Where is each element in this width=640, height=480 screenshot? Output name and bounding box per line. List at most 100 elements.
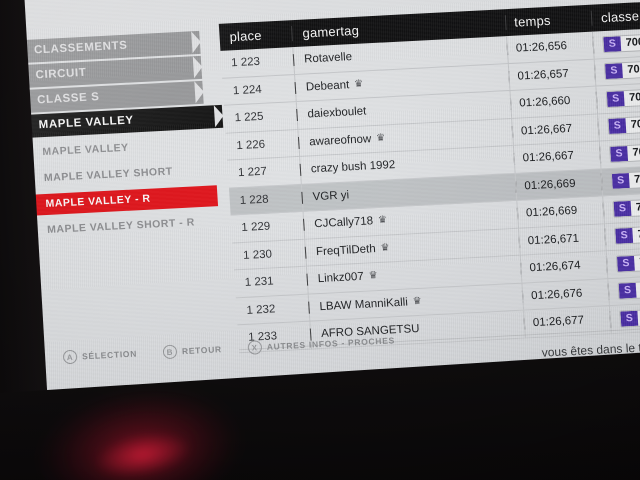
crown-icon: ♛ (375, 132, 386, 144)
top-percent-note: vous êtes dans le top 1 % (541, 336, 640, 362)
cell-gamertag: crazy bush 1992 (299, 153, 515, 177)
cell-place: 1 229 (241, 220, 271, 235)
cell-temps: 01:26,674 (520, 258, 607, 275)
badge-letter: S (613, 200, 632, 217)
gamertag-label: awareofnow (308, 132, 372, 149)
sidebar-item-maple-valley-short[interactable]: MAPLE VALLEY SHORT (29, 159, 216, 190)
breadcrumb-label: CLASSE S (36, 91, 100, 107)
cell-gamertag: CJCally718 ♛ (303, 208, 518, 232)
cell-temps: 01:26,671 (518, 231, 606, 248)
badge-value: 700 (625, 35, 640, 49)
crown-icon: ♛ (380, 242, 390, 254)
badge-value: 700 (630, 118, 640, 132)
screen-surface: CLASSEMENTS CIRCUIT CLASSE S MAPLE VALLE… (0, 0, 640, 424)
cell-temps: 01:26,669 (516, 203, 604, 221)
cell-temps: 01:26,669 (515, 176, 602, 193)
badge-letter: S (605, 63, 623, 80)
badge-letter: S (606, 90, 625, 107)
badge-value: 700 (633, 173, 640, 186)
top-percent-text: vous êtes dans le top (541, 339, 640, 360)
badge-letter: S (608, 118, 627, 135)
gamertag-label: VGR yi (312, 189, 350, 204)
cell-temps: 01:26,660 (509, 93, 597, 111)
hint-back[interactable]: B RETOUR (162, 342, 223, 360)
cell-gamertag: awareofnow ♛ (297, 125, 513, 149)
cell-place: 1 223 (230, 56, 261, 70)
cell-gamertag: Debeant ♛ (294, 70, 509, 94)
column-header-temps: temps (504, 10, 592, 31)
chevron-right-icon (192, 55, 204, 79)
badge-value: 700 (636, 282, 640, 298)
gamertag-label: FreqTilDeth (315, 242, 377, 258)
crown-icon: ♛ (368, 270, 379, 282)
sidebar-item-maple-valley-r[interactable]: MAPLE VALLEY - R (31, 185, 219, 216)
gamertag-label: Linkz007 (317, 271, 365, 286)
sidebar-item-maple-valley[interactable]: MAPLE VALLEY (28, 133, 215, 164)
cell-classe: S 700 (593, 58, 640, 81)
cell-place: 1 230 (242, 248, 273, 262)
column-header-place: place (229, 27, 263, 45)
badge-value: 700 (628, 90, 640, 104)
sidebar-item-label: MAPLE VALLEY (42, 141, 129, 159)
cell-gamertag: VGR yi (301, 180, 516, 204)
gamertag-label: LBAW ManniKalli (319, 296, 409, 313)
table-body: 1 223 Rotavelle 01:26,656 S 700 1 224 Debeant ♛… (220, 26, 640, 353)
badge-letter: S (618, 283, 637, 299)
chevron-right-icon (213, 104, 225, 128)
badge-value: 700 (627, 63, 640, 77)
cell-gamertag: Linkz007 ♛ (306, 262, 521, 286)
cell-place: 1 231 (244, 275, 275, 290)
badge-letter: S (620, 310, 639, 327)
hint-select[interactable]: A SÉLECTION (62, 347, 138, 365)
cell-temps: 01:26,677 (523, 313, 611, 330)
cell-gamertag: LBAW ManniKalli ♛ (308, 290, 523, 314)
game-screen: CLASSEMENTS CIRCUIT CLASSE S MAPLE VALLE… (0, 0, 640, 424)
breadcrumb-label: CLASSEMENTS (33, 39, 128, 57)
gamertag-label: daiexboulet (307, 105, 367, 121)
cell-gamertag: Rotavelle (292, 43, 508, 67)
crown-icon: ♛ (412, 295, 423, 308)
leaderboard-table: place gamertag temps classe 1 223 Rotavel… (218, 0, 640, 353)
crown-icon: ♛ (353, 78, 364, 90)
badge-letter: S (610, 145, 629, 162)
cell-place: 1 227 (237, 165, 268, 180)
chevron-right-icon (191, 30, 202, 54)
sidebar-item-maple-valley-short-r[interactable]: MAPLE VALLEY SHORT - R (33, 211, 220, 242)
cell-place: 1 232 (246, 303, 276, 317)
gamertag-label: Debeant (305, 79, 350, 94)
sidebar-item-label: MAPLE VALLEY SHORT (43, 165, 173, 185)
chevron-right-icon (194, 80, 205, 104)
cell-gamertag: daiexboulet (296, 98, 511, 122)
bezel-red-glow-core (92, 427, 193, 480)
badge-value: 700 (635, 200, 640, 214)
class-badge: S 700 (603, 60, 640, 81)
breadcrumb-label: MAPLE VALLEY (38, 114, 135, 132)
cell-place: 1 226 (235, 138, 266, 152)
cell-temps: 01:26,657 (508, 66, 595, 83)
button-a-icon: A (62, 349, 78, 365)
badge-letter: S (616, 255, 635, 272)
cell-temps: 01:26,656 (506, 38, 594, 56)
gamertag-label: Rotavelle (303, 51, 353, 66)
sidebar: CLASSEMENTS CIRCUIT CLASSE S MAPLE VALLE… (21, 30, 229, 242)
cell-gamertag: FreqTilDeth ♛ (304, 235, 520, 259)
breadcrumb-label: CIRCUIT (35, 66, 87, 82)
